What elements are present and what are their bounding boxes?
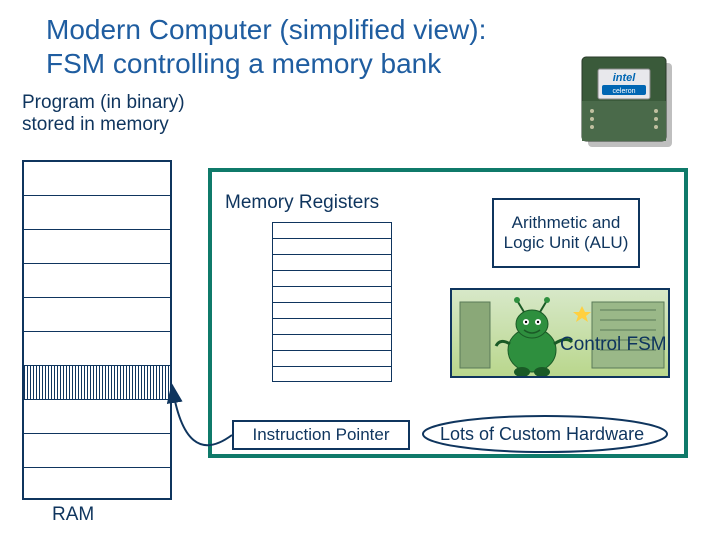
ram-row [24,264,170,298]
cpu-chip-icon: intel celeron [570,45,680,155]
ram-row [24,400,170,434]
alu-label: Arithmetic and Logic Unit (ALU) [498,213,634,253]
memory-registers-label: Memory Registers [225,192,379,214]
memory-registers-grid [272,222,392,382]
reg-row [273,271,391,287]
custom-hardware-label: Lots of Custom Hardware [440,424,644,445]
ram-row [24,434,170,468]
reg-row [273,319,391,335]
ram-row [24,230,170,264]
ram-row [24,468,170,502]
chip-model-text: celeron [613,88,636,95]
ram-row [24,162,170,196]
reg-row [273,239,391,255]
ram-row [24,332,170,366]
chip-brand-text: intel [613,72,637,84]
ram-label: RAM [52,504,94,526]
alu-box: Arithmetic and Logic Unit (ALU) [492,198,640,268]
reg-row [273,367,391,383]
ram-row [24,196,170,230]
reg-row [273,223,391,239]
mascot-box [450,288,670,378]
ram-box [22,160,172,500]
title-line-2: FSM controlling a memory bank [46,48,441,80]
ram-row-hatched [24,366,170,400]
reg-row [273,287,391,303]
ram-row [24,298,170,332]
reg-row [273,255,391,271]
program-label-2: stored in memory [22,114,169,136]
reg-row [273,335,391,351]
program-label-1: Program (in binary) [22,92,185,114]
reg-row [273,303,391,319]
title-line-1: Modern Computer (simplified view): [46,14,486,46]
control-fsm-label: Control FSM [560,334,667,356]
reg-row [273,351,391,367]
instruction-pointer-box: Instruction Pointer [232,420,410,450]
instruction-pointer-label: Instruction Pointer [252,425,389,445]
